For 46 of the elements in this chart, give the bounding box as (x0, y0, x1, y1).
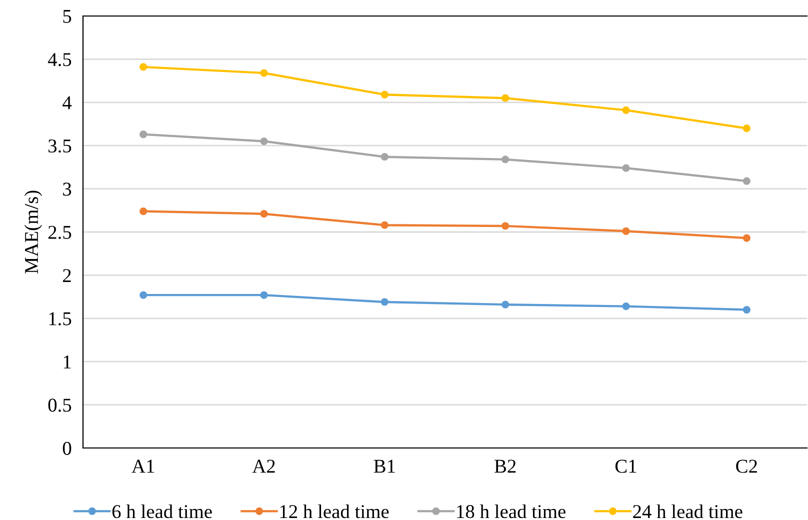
point (140, 291, 148, 299)
point (140, 207, 148, 216)
point (742, 234, 750, 242)
point (260, 210, 268, 218)
point (502, 300, 510, 308)
point (502, 94, 510, 102)
point (140, 63, 148, 71)
point (502, 156, 510, 164)
legend-label: 24 h lead time (633, 504, 742, 518)
x-tick-label: C2 (736, 460, 757, 473)
y-tick-label: 4.5 (48, 53, 72, 66)
y-tick-label: 3 (63, 182, 72, 196)
x-tick-label: C1 (615, 460, 636, 473)
point (622, 164, 630, 172)
y-tick-label: 0 (62, 442, 72, 455)
y-tick-label: 1 (64, 356, 71, 368)
legend-label: 6 h lead time (112, 504, 212, 518)
legend-label: 18 h lead time (457, 504, 566, 518)
point (622, 227, 630, 235)
point (502, 222, 510, 230)
y-tick-label: 1.5 (49, 312, 72, 326)
point (260, 69, 268, 77)
point (260, 137, 268, 146)
point (742, 124, 750, 132)
point (742, 177, 750, 185)
x-tick-label: B1 (374, 460, 395, 473)
x-tick-label: A2 (252, 460, 275, 473)
point (380, 153, 388, 161)
point (622, 106, 630, 114)
legend-label: 12 h lead time (280, 504, 389, 518)
y-axis-title: MAE(m/s) (24, 190, 42, 274)
x-tick-label: B2 (494, 460, 516, 473)
point (260, 291, 268, 299)
y-tick-label: 3.5 (48, 139, 72, 153)
point (622, 302, 630, 310)
point (380, 221, 388, 229)
y-tick-label: 2.5 (48, 226, 72, 240)
y-tick-label: 0.5 (48, 398, 72, 412)
y-tick-label: 2 (63, 269, 71, 282)
point (140, 130, 148, 138)
point (742, 306, 750, 314)
point (380, 90, 388, 98)
x-tick-label: A1 (132, 460, 154, 473)
y-tick-label: 5 (63, 10, 72, 23)
point (380, 298, 388, 306)
y-tick-label: 4 (62, 96, 72, 110)
